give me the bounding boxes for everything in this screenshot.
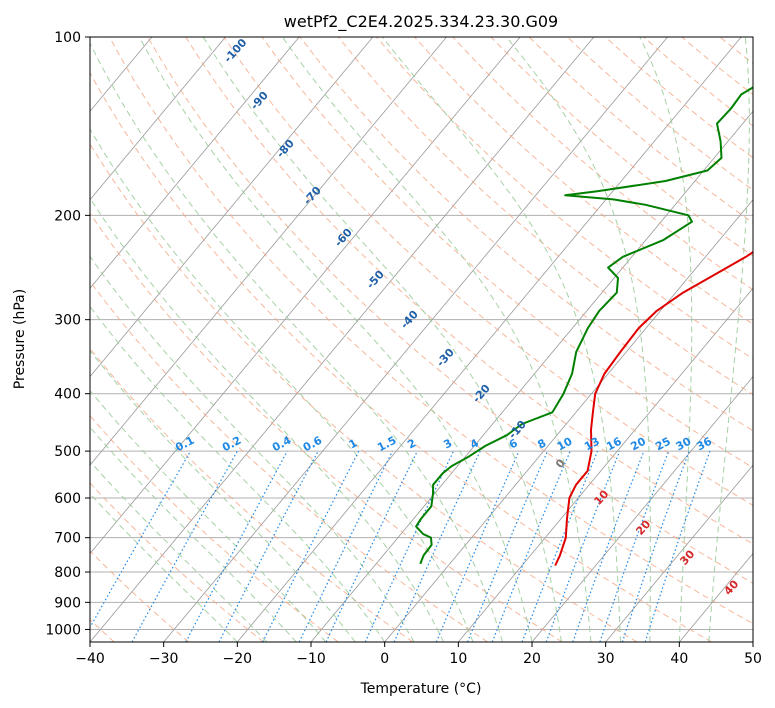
moist-adiabat-line — [90, 389, 327, 642]
moist-adiabat-line — [708, 37, 750, 642]
y-tick-label: 900 — [54, 595, 81, 611]
moist-adiabat-line — [90, 305, 386, 642]
dry-adiabat-line — [758, 37, 775, 642]
isotherm-line — [752, 641, 753, 642]
moist-adiabat-line — [90, 255, 415, 642]
x-tick-label: 40 — [670, 651, 688, 667]
moist-adiabat-line — [639, 37, 693, 642]
moist-adiabat-line — [90, 128, 474, 642]
x-tick-label: 50 — [744, 651, 762, 667]
y-tick-label: 700 — [54, 531, 81, 547]
y-tick-label: 400 — [54, 387, 81, 403]
mixing-ratio-line — [393, 450, 481, 642]
y-tick-label: 600 — [54, 491, 81, 507]
dewpoint-profile-line — [415, 86, 753, 565]
y-tick-label: 300 — [54, 313, 81, 329]
mixing-ratio-line — [521, 450, 599, 642]
y-tick-label: 800 — [54, 565, 81, 581]
mixing-ratio-line — [644, 450, 711, 642]
x-tick-label: 20 — [523, 651, 541, 667]
mixing-ratio-line — [599, 450, 670, 642]
y-tick-label: 1000 — [45, 622, 81, 638]
dry-adiabat-line — [90, 143, 638, 642]
mixing-ratio-line — [572, 450, 645, 642]
isotherm-line — [237, 37, 742, 642]
background-lines — [0, 37, 775, 642]
temperature-profile-line — [554, 250, 753, 566]
chart-title: wetPf2_C2E4.2025.334.23.30.G09 — [284, 12, 558, 32]
x-tick-label: 30 — [597, 651, 615, 667]
dry-adiabat-line — [90, 482, 264, 642]
x-tick-label: −10 — [296, 651, 326, 667]
isotherm-line — [531, 376, 753, 642]
mixing-ratio-label: 13 — [582, 435, 602, 454]
isotherm-line — [90, 37, 521, 555]
x-tick-label: −40 — [75, 651, 105, 667]
x-tick-label: −20 — [223, 651, 253, 667]
mixing-ratio-label: 30 — [674, 435, 694, 454]
mixing-ratio-label: 36 — [694, 435, 714, 454]
isotherm-line — [163, 37, 668, 642]
mixing-ratio-line — [435, 450, 520, 642]
y-tick-label: 100 — [54, 30, 81, 46]
mixing-ratio-label: 16 — [604, 435, 624, 454]
moist-adiabat-line — [90, 42, 503, 642]
mixing-ratio-line — [131, 450, 238, 642]
plot-background — [90, 37, 753, 642]
isotherm-line — [90, 37, 226, 201]
y-tick-label: 500 — [54, 444, 81, 460]
plot-frame — [89, 36, 754, 643]
mixing-ratio-line — [491, 450, 571, 642]
x-tick-label: 0 — [380, 651, 389, 667]
mixing-ratio-line — [545, 450, 621, 642]
moist-adiabat-line — [90, 350, 356, 642]
mixing-ratio-line — [185, 450, 288, 642]
isotherm-line — [90, 37, 595, 642]
profiles — [415, 86, 753, 566]
moist-adiabat-line — [202, 37, 562, 642]
isotherm-line — [605, 464, 753, 642]
isotherm-line — [90, 37, 300, 289]
moist-adiabat-line — [138, 37, 533, 642]
x-tick-label: −30 — [149, 651, 179, 667]
isotherm-line — [90, 37, 447, 466]
isotherm-line — [384, 199, 753, 642]
y-tick-label: 200 — [54, 208, 81, 224]
axis-ticks: −40 −30 −20 −10 0 10 20 30 40 50 100 200 300 400 500 60… — [45, 30, 762, 667]
mixing-ratio-line — [621, 450, 690, 642]
mixing-ratio-label: 10 — [555, 435, 575, 454]
mixing-ratio-label: 20 — [628, 435, 648, 454]
dry-adiabat-line — [90, 280, 488, 642]
dry-adiabat-line — [452, 37, 753, 291]
mixing-ratio-label: 25 — [653, 435, 673, 454]
isotherm-line — [0, 37, 5, 642]
x-tick-label: 10 — [449, 651, 467, 667]
dry-adiabat-line — [337, 37, 753, 396]
moist-adiabat-line — [381, 37, 621, 642]
dry-adiabat-line — [414, 37, 753, 325]
dry-adiabat-line — [90, 347, 414, 642]
mixing-ratio-line — [262, 450, 360, 642]
dry-adiabat-line — [90, 71, 712, 642]
isotherm-line — [458, 287, 753, 642]
dry-adiabat-line — [376, 37, 753, 360]
x-axis-title: Temperature (°C) — [360, 681, 482, 697]
moist-adiabat-line — [282, 37, 592, 642]
y-axis-title: Pressure (hPa) — [12, 289, 28, 389]
mixing-ratio-line — [466, 450, 549, 642]
dry-adiabat-line — [90, 550, 190, 642]
mixing-ratio-line — [298, 450, 394, 642]
isotherm-line — [90, 37, 374, 378]
moist-adiabat-line — [506, 37, 651, 642]
